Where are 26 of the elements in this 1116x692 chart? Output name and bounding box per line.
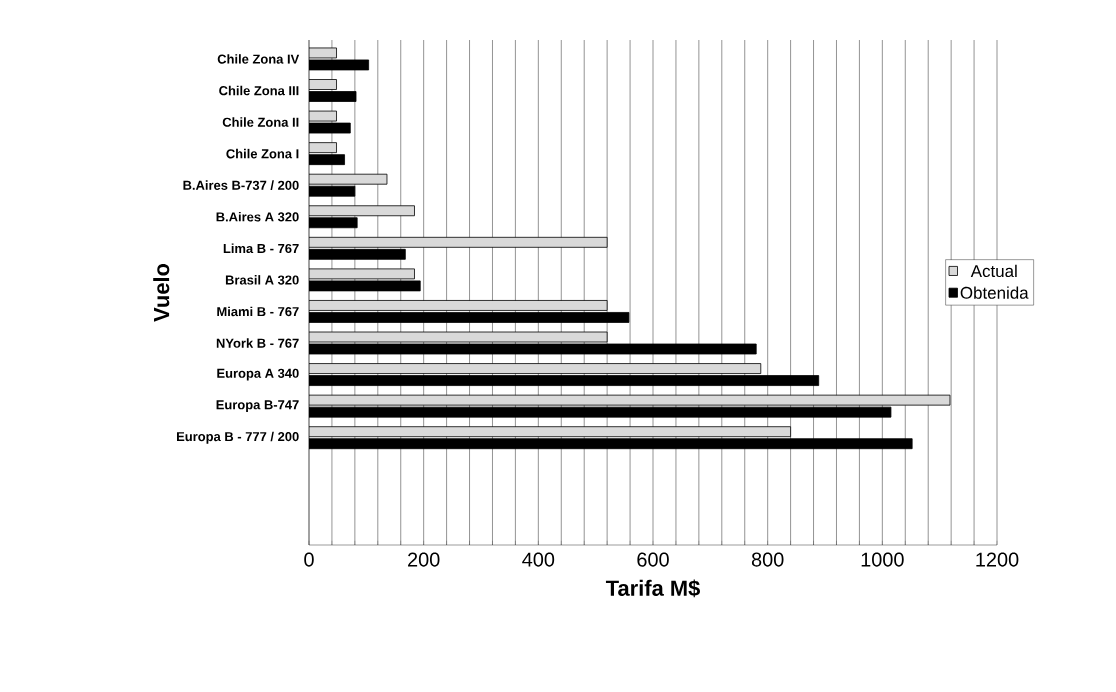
y-tick-label: Miami B - 767	[217, 306, 299, 317]
x-tick-label: 1200	[976, 552, 1019, 567]
legend-label: Actual	[970, 264, 1017, 278]
x-tick-label: 0	[304, 552, 314, 567]
y-tick-label: Chile Zona II	[222, 117, 299, 127]
y-tick-label: Europa B - 777 / 200	[177, 431, 299, 444]
y-tick-label: B.Aires A 320	[216, 211, 299, 222]
bar	[309, 363, 762, 374]
x-tick-label: 800	[751, 552, 784, 567]
y-tick-label: Lima B - 767	[223, 243, 299, 254]
x-axis-title: Tarifa M$	[605, 579, 700, 598]
y-tick-label: Brasil A 320	[225, 275, 299, 285]
x-tick-label: 400	[522, 552, 555, 567]
y-tick-label: Chile Zona IV	[217, 54, 300, 64]
y-tick-label: Chile Zona I	[226, 148, 299, 159]
x-tick-label: 600	[637, 552, 669, 567]
y-tick-label: Europa B-747	[216, 400, 299, 412]
y-tick-label: NYork B - 767	[216, 338, 299, 348]
y-axis-title: Vuelo	[153, 263, 170, 322]
x-tick-label: 200	[408, 552, 440, 567]
bar	[309, 426, 792, 438]
y-tick-label: Europa A 340	[217, 368, 299, 381]
y-tick-label: B.Aires B-737 / 200	[183, 180, 299, 191]
y-tick-label: Chile Zona III	[219, 85, 299, 96]
x-tick-label: 1000	[861, 552, 904, 567]
legend-label: Obtenida	[960, 286, 1029, 299]
